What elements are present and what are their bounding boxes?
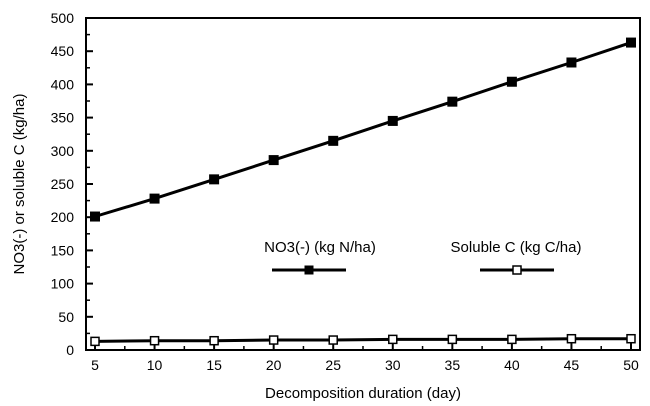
data-point	[209, 335, 219, 346]
data-point	[507, 334, 517, 345]
x-axis-title: Decomposition duration (day)	[265, 385, 461, 402]
legend-marker	[304, 265, 314, 275]
x-tick-label: 20	[266, 357, 282, 373]
x-axis: 5 10 15 20 25 30 35 40 45 50	[91, 343, 639, 373]
y-tick-label: 0	[66, 342, 74, 358]
y-tick-label: 250	[51, 176, 75, 192]
y-axis: 0 50 100 150 200 250 300 350 400 450 500	[51, 10, 93, 358]
data-point	[566, 333, 577, 344]
data-point	[506, 76, 517, 87]
data-point	[447, 334, 458, 345]
y-tick-label: 450	[51, 43, 75, 59]
data-point	[328, 135, 339, 146]
data-point	[388, 334, 398, 345]
legend-entry-1: NO3(-) (kg N/ha)	[264, 239, 376, 275]
data-point	[90, 211, 100, 222]
y-tick-label: 150	[51, 242, 75, 258]
data-point	[566, 57, 577, 68]
x-tick-label: 5	[91, 357, 99, 373]
data-point	[387, 115, 398, 126]
y-tick-label: 350	[51, 110, 75, 126]
x-tick-label: 25	[325, 357, 341, 373]
plot-frame	[85, 17, 641, 351]
y-tick-label: 500	[51, 10, 75, 26]
legend-entry-2: Soluble C (kg C/ha)	[451, 239, 582, 275]
x-tick-label: 45	[564, 357, 580, 373]
x-tick-label: 30	[385, 357, 401, 373]
y-tick-label: 50	[58, 309, 74, 325]
x-tick-label: 10	[147, 357, 163, 373]
legend-label: Soluble C (kg C/ha)	[451, 239, 582, 256]
y-axis-title: NO3(-) or soluble C (kg/ha)	[11, 94, 28, 275]
plot-border	[85, 17, 641, 351]
legend: NO3(-) (kg N/ha) Soluble C (kg C/ha)	[264, 239, 581, 275]
x-tick-label: 50	[623, 357, 639, 373]
x-tick-label: 15	[206, 357, 222, 373]
data-point	[626, 37, 636, 48]
y-tick-label: 100	[51, 276, 75, 292]
data-point	[268, 335, 279, 345]
series-layer	[90, 37, 636, 347]
x-tick-label: 35	[445, 357, 461, 373]
data-point	[447, 96, 458, 107]
y-tick-label: 400	[51, 76, 75, 92]
x-tick-label: 40	[504, 357, 520, 373]
data-point	[268, 155, 279, 166]
y-tick-label: 200	[51, 209, 75, 225]
data-point	[626, 333, 636, 344]
data-point	[90, 336, 100, 347]
data-point	[149, 335, 160, 346]
minor-ticks	[86, 33, 602, 350]
series-line	[94, 41, 632, 218]
series-line	[94, 337, 631, 343]
legend-marker	[512, 265, 522, 275]
data-point	[328, 335, 338, 345]
series-1	[90, 37, 636, 222]
data-point	[149, 193, 160, 204]
series-2	[90, 333, 636, 347]
legend-label: NO3(-) (kg N/ha)	[264, 239, 376, 256]
data-point	[209, 174, 220, 185]
y-tick-label: 300	[51, 143, 75, 159]
